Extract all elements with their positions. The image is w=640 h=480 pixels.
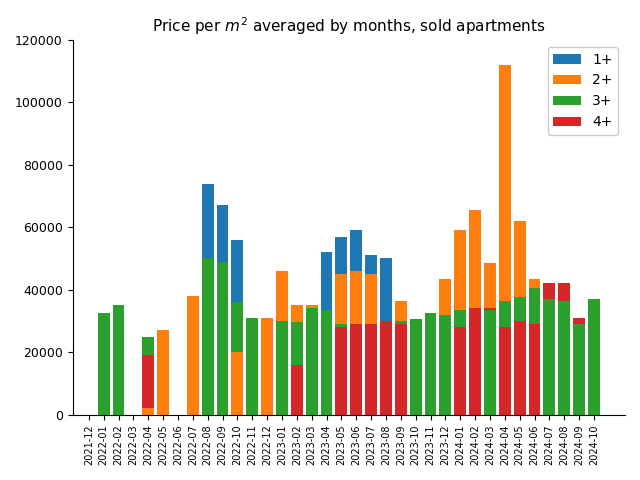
Bar	[232, 302, 243, 415]
Bar	[380, 321, 392, 415]
Bar	[469, 210, 481, 415]
Bar	[529, 324, 540, 415]
Bar	[335, 324, 348, 415]
Bar	[98, 313, 109, 415]
Bar	[365, 324, 377, 415]
Bar	[142, 408, 154, 415]
Bar	[187, 296, 199, 415]
Bar	[202, 183, 214, 415]
Bar	[440, 279, 451, 415]
Bar	[529, 279, 540, 415]
Bar	[573, 318, 585, 415]
Bar	[424, 313, 436, 415]
Bar	[499, 65, 511, 415]
Bar	[350, 324, 362, 415]
Bar	[543, 299, 556, 415]
Bar	[558, 284, 570, 415]
Bar	[365, 324, 377, 415]
Bar	[350, 271, 362, 415]
Bar	[202, 259, 214, 415]
Bar	[380, 259, 392, 415]
Bar	[142, 355, 154, 415]
Bar	[216, 205, 228, 415]
Title: Price per $m^2$ averaged by months, sold apartments: Price per $m^2$ averaged by months, sold…	[152, 15, 545, 36]
Bar	[261, 318, 273, 415]
Bar	[113, 305, 124, 415]
Bar	[395, 321, 407, 415]
Bar	[365, 255, 377, 415]
Bar	[543, 284, 556, 415]
Legend: 1+, 2+, 3+, 4+: 1+, 2+, 3+, 4+	[548, 47, 618, 135]
Bar	[454, 310, 466, 415]
Bar	[306, 309, 317, 415]
Bar	[350, 230, 362, 415]
Bar	[291, 323, 303, 415]
Bar	[142, 336, 154, 415]
Bar	[350, 324, 362, 415]
Bar	[246, 318, 258, 415]
Bar	[588, 299, 600, 415]
Bar	[499, 300, 511, 415]
Bar	[484, 309, 496, 415]
Bar	[499, 327, 511, 415]
Bar	[395, 324, 407, 415]
Bar	[291, 305, 303, 415]
Bar	[588, 299, 600, 415]
Bar	[469, 309, 481, 415]
Bar	[469, 309, 481, 415]
Bar	[380, 321, 392, 415]
Bar	[232, 352, 243, 415]
Bar	[484, 263, 496, 415]
Bar	[321, 252, 332, 415]
Bar	[484, 310, 496, 415]
Bar	[529, 288, 540, 415]
Bar	[306, 305, 317, 415]
Bar	[558, 284, 570, 415]
Bar	[216, 262, 228, 415]
Bar	[410, 319, 422, 415]
Bar	[365, 274, 377, 415]
Bar	[276, 321, 288, 415]
Bar	[291, 365, 303, 415]
Bar	[454, 230, 466, 415]
Bar	[157, 330, 169, 415]
Bar	[514, 221, 525, 415]
Bar	[335, 327, 348, 415]
Bar	[276, 271, 288, 415]
Bar	[514, 321, 525, 415]
Bar	[514, 298, 525, 415]
Bar	[321, 310, 332, 415]
Bar	[440, 315, 451, 415]
Bar	[335, 274, 348, 415]
Bar	[573, 324, 585, 415]
Bar	[232, 240, 243, 415]
Bar	[454, 327, 466, 415]
Bar	[558, 300, 570, 415]
Bar	[395, 300, 407, 415]
Bar	[335, 237, 348, 415]
